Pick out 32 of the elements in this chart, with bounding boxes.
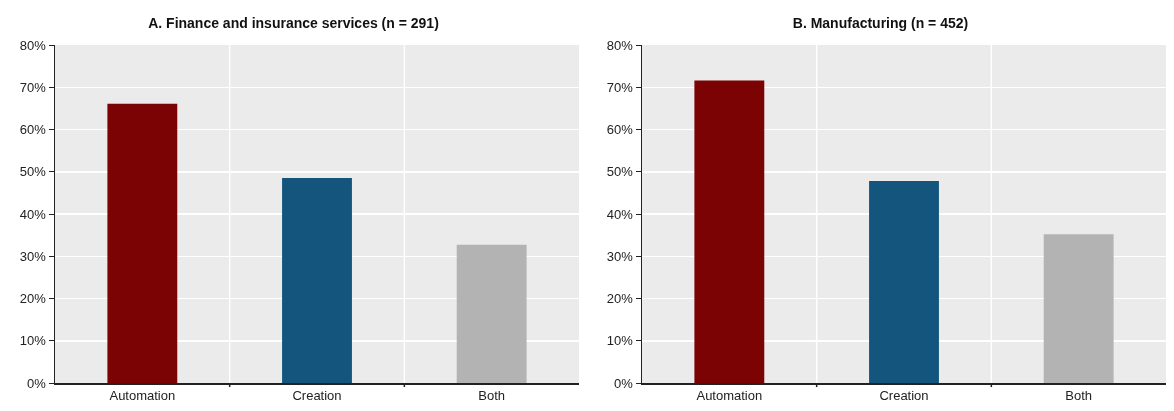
y-tick-label: 80% (19, 37, 47, 53)
bar (282, 178, 352, 383)
y-tick-label: 0% (614, 375, 634, 391)
x-tick-label: Creation (292, 388, 342, 404)
y-tick-label: 80% (606, 37, 634, 53)
bar (694, 80, 765, 383)
y-tick-label: 10% (606, 333, 634, 349)
y-tick-label: 60% (606, 122, 634, 138)
x-tick-label: Creation (879, 388, 929, 404)
y-tick-label: 30% (606, 248, 634, 264)
y-tick-label: 40% (606, 206, 634, 222)
y-tick-label: 40% (19, 206, 47, 222)
x-tick-label: Automation (109, 388, 176, 404)
y-tick-label: 70% (19, 79, 47, 95)
chart-title: A. Finance and insurance services (n = 291) (148, 15, 439, 32)
bar (869, 181, 939, 383)
y-tick-label: 50% (606, 164, 634, 180)
chart-title: B. Manufacturing (n = 452) (792, 15, 969, 32)
x-tick-label: Automation (696, 388, 763, 404)
bar (107, 103, 178, 383)
y-tick-label: 60% (19, 122, 47, 138)
y-tick-label: 20% (19, 291, 47, 307)
x-tick-label: Both (1065, 388, 1093, 404)
y-tick-label: 10% (19, 333, 47, 349)
x-tick-label: Both (478, 388, 506, 404)
bar (1043, 234, 1114, 383)
y-tick-label: 70% (606, 79, 634, 95)
y-tick-label: 0% (27, 375, 47, 391)
y-tick-label: 30% (19, 248, 47, 264)
bar (456, 244, 527, 383)
y-tick-label: 50% (19, 164, 47, 180)
y-tick-label: 20% (606, 291, 634, 307)
